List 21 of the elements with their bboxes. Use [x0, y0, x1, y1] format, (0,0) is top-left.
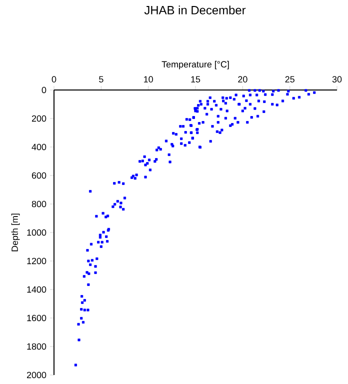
- x-tick-label: 30: [332, 76, 342, 82]
- y-tick-label: 1000: [27, 229, 46, 236]
- y-tick-label: 1200: [27, 258, 46, 264]
- y-tick-label: 2000: [26, 372, 46, 378]
- y-axis-title: Depth [m]: [11, 214, 20, 252]
- x-tick-label: 25: [285, 76, 294, 82]
- y-tick-label: 400: [32, 144, 46, 150]
- y-tick-label: 800: [32, 200, 46, 208]
- x-tick-label: 15: [191, 76, 200, 82]
- x-tick-label: 5: [99, 76, 104, 82]
- y-tick-label: 600: [32, 172, 46, 179]
- x-tick-label: 0: [52, 76, 56, 82]
- y-tick-label: 200: [32, 115, 46, 122]
- x-axis-title: Temperature [°C]: [162, 60, 229, 70]
- x-tick-label: 10: [144, 76, 153, 82]
- y-tick-label: 0: [42, 86, 46, 94]
- y-tick-label: 1800: [27, 343, 46, 350]
- y-tick-label: 1400: [27, 286, 46, 293]
- y-tick-label: 1600: [27, 314, 46, 322]
- chart-title: JHAB in December: [144, 6, 246, 14]
- x-tick-label: 20: [238, 76, 248, 82]
